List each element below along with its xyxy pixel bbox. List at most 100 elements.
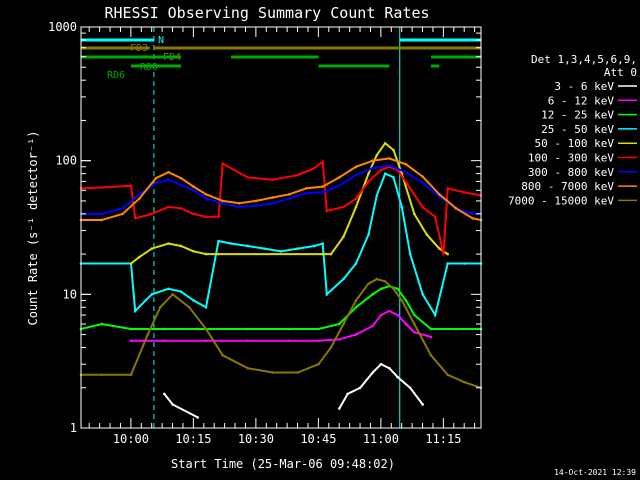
series-3-point-5 [179, 290, 183, 293]
series-2-point-14 [404, 299, 408, 302]
series-3-point-8 [217, 239, 220, 243]
series-5-point-11 [246, 176, 249, 179]
series-7-point-4 [154, 176, 158, 180]
series-0-point-8 [388, 366, 391, 370]
series-1-point-8 [354, 333, 358, 336]
series-1-point-5 [288, 339, 291, 342]
series-1-point-0 [129, 339, 133, 342]
series-2-point-6 [288, 327, 291, 331]
series-8-point-16 [367, 282, 370, 286]
series-line-7 [81, 157, 482, 221]
series-5-point-10 [221, 162, 224, 165]
series-3-point-6 [192, 299, 195, 302]
series-5-point-26 [442, 252, 445, 256]
series-3-point-10 [246, 244, 249, 248]
series-7-point-17 [354, 165, 358, 169]
plot-frame [80, 26, 482, 429]
series-1-point-10 [379, 313, 383, 317]
flag-bar-3-seg-1 [231, 55, 319, 59]
series-8-point-2 [129, 373, 133, 377]
series-7-point-2 [121, 212, 124, 216]
series-7-point-23 [454, 207, 458, 210]
timestamp: 14-Oct-2021 12:39 [554, 468, 636, 477]
series-7-point-3 [138, 197, 141, 200]
series-5-point-15 [321, 160, 324, 164]
series-7-point-1 [100, 218, 104, 222]
series-4-point-6 [204, 252, 208, 256]
series-4-point-4 [179, 244, 183, 248]
series-7-point-7 [192, 185, 195, 188]
series-3-point-12 [279, 249, 283, 253]
x-tick-label: 10:15 [175, 432, 211, 446]
series-6-point-14 [304, 191, 308, 195]
series-6-point-21 [421, 181, 424, 185]
series-6-point-20 [404, 170, 408, 174]
flag-label-0: N [158, 35, 164, 46]
series-2-point-5 [246, 327, 249, 331]
series-0-point-9 [396, 375, 399, 379]
series-0-point-3 [338, 407, 341, 410]
series-8-point-15 [354, 299, 358, 302]
legend-label-0: 3 - 6 keV [554, 80, 614, 93]
series-8-point-6 [188, 305, 191, 309]
series-5-point-19 [367, 180, 370, 183]
series-line-6 [81, 164, 481, 215]
series-7-point-6 [179, 176, 183, 180]
series-6-point-16 [338, 184, 341, 187]
series-1-point-13 [404, 322, 408, 326]
series-2-point-17 [454, 327, 458, 331]
series-1-point-15 [429, 335, 433, 339]
series-5-point-24 [421, 205, 424, 209]
flag-bar-3-seg-2 [431, 55, 481, 59]
series-8-point-7 [204, 327, 208, 331]
y-tick-label: 10 [63, 287, 77, 301]
legend-label-5: 100 - 300 keV [528, 152, 614, 165]
series-3-point-16 [325, 293, 329, 296]
legend-header: Att 0 [604, 66, 637, 79]
series-2-point-8 [338, 322, 341, 326]
flag-bar-0-seg-0 [81, 38, 154, 42]
series-6-point-17 [354, 173, 358, 177]
series-4-point-13 [375, 153, 379, 157]
series-3-point-21 [383, 172, 387, 175]
series-3-point-18 [354, 262, 358, 265]
series-4-point-15 [392, 148, 395, 152]
series-6-point-7 [192, 189, 195, 192]
series-4-point-5 [192, 249, 195, 253]
x-tick-label: 10:30 [238, 432, 274, 446]
series-line-5 [80, 159, 482, 255]
series-5-point-2 [129, 184, 133, 187]
series-7-point-10 [238, 201, 241, 205]
series-7-point-5 [167, 170, 170, 174]
series-3-point-23 [400, 205, 404, 209]
series-8-point-1 [100, 373, 104, 377]
series-6-point-15 [321, 190, 324, 194]
series-line-3 [81, 172, 481, 318]
series-5-point-23 [408, 187, 412, 190]
series-5-point-28 [463, 190, 466, 194]
series-5-point-5 [167, 205, 170, 209]
series-3-point-13 [296, 247, 299, 250]
series-8-point-19 [392, 287, 395, 291]
series-3-point-28 [463, 262, 466, 265]
series-6-point-2 [121, 207, 124, 210]
series-3-point-4 [167, 287, 170, 291]
series-1-point-4 [246, 339, 249, 342]
series-2-point-16 [429, 327, 433, 331]
series-6-point-24 [471, 212, 474, 216]
series-3-point-27 [446, 262, 449, 265]
series-7-point-19 [388, 157, 391, 160]
series-0-point-0 [163, 392, 166, 396]
y-tick-label: 1 [70, 421, 77, 435]
series-line-2 [80, 285, 481, 330]
series-8-point-17 [375, 277, 379, 281]
series-4-point-9 [329, 252, 333, 256]
legend-label-6: 300 - 800 keV [528, 166, 614, 179]
series-7-point-13 [288, 193, 291, 196]
series-8-point-23 [446, 373, 449, 377]
series-5-point-8 [204, 215, 208, 219]
series-4-point-2 [150, 247, 154, 250]
series-7-point-18 [371, 159, 374, 162]
flag-label-4: RD6 [107, 70, 125, 81]
